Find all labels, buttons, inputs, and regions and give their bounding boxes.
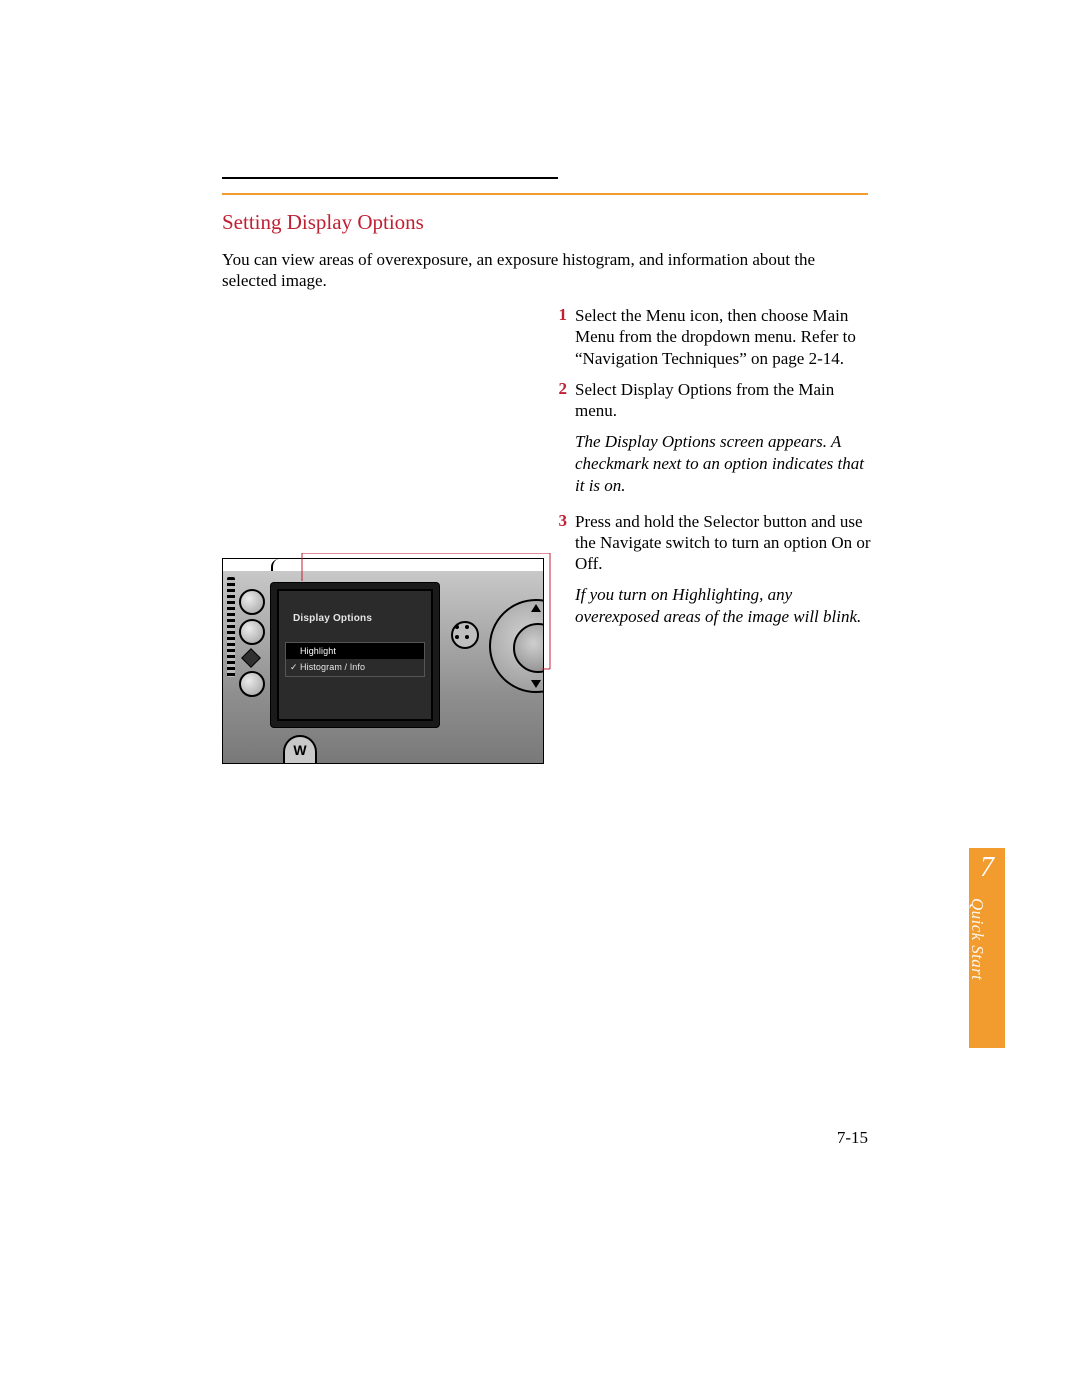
- menu-item-label: Histogram / Info: [300, 662, 365, 672]
- dial-up-arrow-icon: [531, 604, 541, 612]
- step: 3 Press and hold the Selector button and…: [545, 511, 875, 575]
- check-icon: ✓: [290, 662, 300, 673]
- step-number: 3: [545, 511, 567, 531]
- section-heading: Setting Display Options: [222, 210, 868, 235]
- chapter-label: Quick Start: [967, 898, 987, 980]
- step-text: Press and hold the Selector button and u…: [575, 511, 875, 575]
- step-note: If you turn on Highlighting, any overexp…: [575, 584, 875, 628]
- step-note: The Display Options screen appears. A ch…: [575, 431, 875, 496]
- camera-lcd-screen: Display Options Highlight ✓Histogram / I…: [271, 583, 439, 727]
- page-number: 7-15: [837, 1128, 868, 1148]
- camera-grip-texture: [227, 577, 235, 677]
- content-column: Setting Display Options You can view are…: [222, 210, 868, 316]
- step: 2 Select Display Options from the Main m…: [545, 379, 875, 422]
- camera-side-button-1: [239, 589, 265, 615]
- camera-dial-inner: [513, 623, 544, 673]
- intro-paragraph: You can view areas of overexposure, an e…: [222, 249, 868, 292]
- header-rule-solid: [222, 177, 558, 179]
- camera-side-button-2: [239, 619, 265, 645]
- step-number: 1: [545, 305, 567, 325]
- header-rule-orange: [222, 193, 868, 195]
- step: 1 Select the Menu icon, then choose Main…: [545, 305, 875, 369]
- step-text: Select the Menu icon, then choose Main M…: [575, 305, 875, 369]
- step-text: Select Display Options from the Main men…: [575, 379, 875, 422]
- screen-menu-item: ✓Histogram / Info: [286, 659, 424, 676]
- chapter-side-tab: 7 Quick Start: [969, 848, 1005, 1048]
- step-number: 2: [545, 379, 567, 399]
- menu-item-label: Highlight: [300, 646, 336, 656]
- camera-illustration: Display Options Highlight ✓Histogram / I…: [222, 558, 544, 764]
- camera-selector-dots: [455, 625, 471, 641]
- chapter-number: 7: [969, 848, 1005, 882]
- page: Setting Display Options You can view are…: [0, 0, 1080, 1397]
- camera-side-button-3: [239, 671, 265, 697]
- screen-menu: Highlight ✓Histogram / Info: [285, 642, 425, 677]
- screen-menu-item: Highlight: [286, 643, 424, 659]
- steps-list: 1 Select the Menu icon, then choose Main…: [545, 305, 875, 642]
- camera-w-button: W: [283, 735, 317, 764]
- dial-down-arrow-icon: [531, 680, 541, 688]
- screen-title: Display Options: [277, 589, 433, 632]
